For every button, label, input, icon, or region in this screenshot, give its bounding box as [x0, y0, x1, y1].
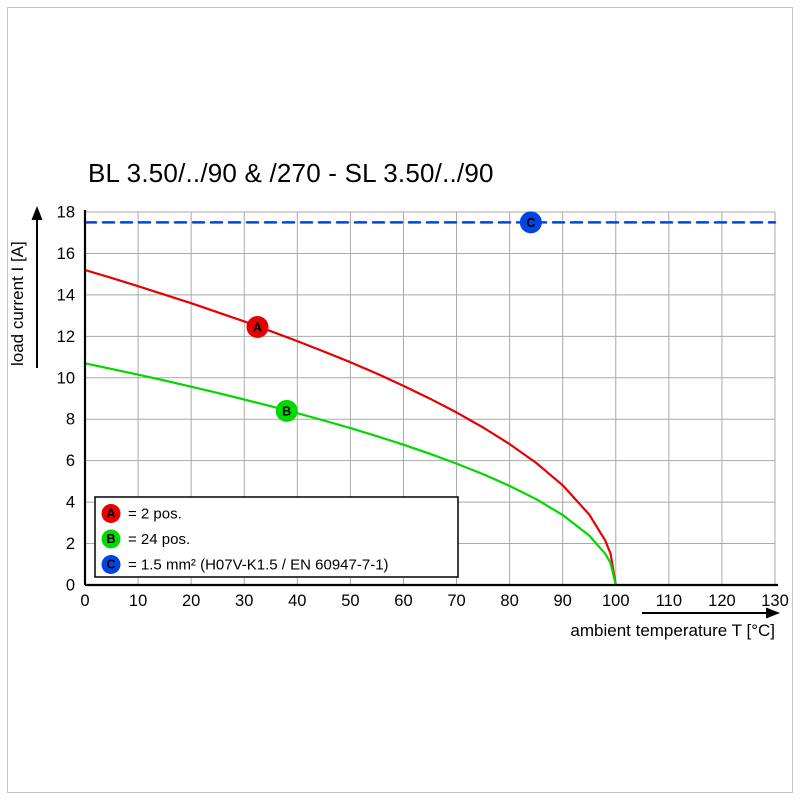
series-curves: [83, 221, 777, 587]
x-axis-label: ambient temperature T [°C]: [570, 621, 775, 640]
legend-letter-C: C: [106, 558, 115, 572]
legend-marker-A: [101, 504, 121, 523]
legend-row-B: B = 24 pos.: [101, 529, 190, 549]
x-tick-label: 100: [602, 592, 630, 610]
x-tick-label: 10: [129, 592, 147, 610]
marker-C-letter: C: [526, 216, 535, 230]
marker-C-circle: [519, 211, 542, 234]
x-tick-label: 30: [235, 592, 253, 610]
y-tick-label: 2: [66, 535, 75, 553]
legend-marker-B: [101, 529, 121, 549]
y-tick-label: 6: [66, 452, 75, 470]
legend-label-A: = 2 pos.: [128, 506, 182, 523]
y-tick-label: 12: [57, 328, 75, 346]
x-tick-label: 20: [182, 592, 200, 610]
y-tick-label: 4: [66, 494, 75, 512]
x-tick-label: 0: [80, 592, 89, 610]
x-tick-label: 110: [656, 592, 682, 610]
x-tick-label: 130: [761, 592, 789, 610]
series-A-curve: [83, 268, 617, 587]
marker-C: C: [519, 211, 542, 234]
marker-B-letter: B: [282, 404, 291, 418]
tick-labels: 0 10 20 30 40 50 60 70 80 90 100 110 120 130 0 2 4 6 8 10 12…: [57, 204, 789, 611]
marker-B-circle: [275, 399, 298, 422]
x-tick-label: 40: [288, 592, 306, 610]
y-tick-label: 10: [57, 369, 75, 387]
x-tick-label: 120: [708, 592, 736, 610]
marker-B: B: [275, 399, 298, 422]
x-tick-label: 60: [394, 592, 412, 610]
y-tick-label: 0: [66, 577, 75, 595]
legend-label-C: = 1.5 mm² (H07V-K1.5 / EN 60947-7-1): [128, 557, 389, 574]
legend-marker-C: [101, 555, 121, 574]
curve-markers: A B C: [246, 211, 542, 422]
series-B-curve: [83, 362, 617, 587]
legend-letter-A: A: [106, 507, 115, 521]
y-tick-label: 14: [57, 286, 75, 304]
axes: [31, 206, 780, 619]
x-tick-label: 80: [500, 592, 518, 610]
legend: A = 2 pos. B = 24 pos. C = 1.5 mm² (H07V-K1.5…: [94, 496, 459, 578]
y-axis-arrowhead: [31, 206, 43, 220]
marker-A-letter: A: [253, 321, 262, 335]
legend-label-B: = 24 pos.: [128, 531, 190, 548]
legend-row-C: C = 1.5 mm² (H07V-K1.5 / EN 60947-7-1): [101, 555, 389, 574]
y-tick-label: 8: [66, 411, 75, 429]
chart-title: BL 3.50/../90 & /270 - SL 3.50/../90: [88, 158, 494, 188]
marker-A: A: [246, 316, 269, 339]
legend-letter-B: B: [106, 532, 115, 546]
y-tick-label: 18: [57, 204, 75, 222]
x-tick-label: 70: [447, 592, 465, 610]
x-tick-label: 90: [554, 592, 572, 610]
x-tick-label: 50: [341, 592, 359, 610]
legend-box: [94, 496, 459, 578]
legend-row-A: A = 2 pos.: [101, 504, 182, 523]
y-tick-label: 16: [57, 245, 75, 263]
x-axis-arrowhead: [766, 607, 780, 619]
marker-A-circle: [246, 316, 269, 339]
